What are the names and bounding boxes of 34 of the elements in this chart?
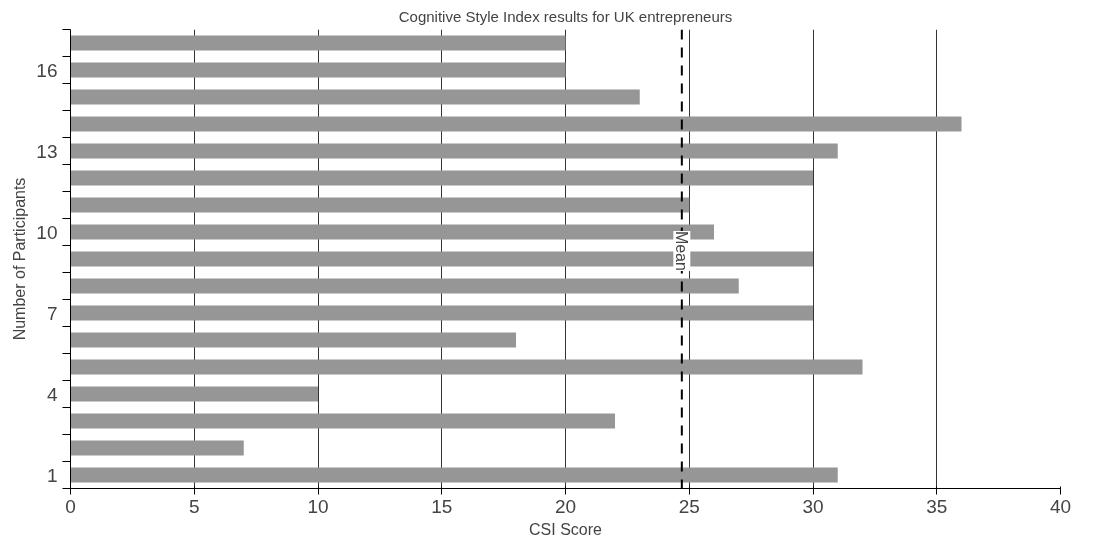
bar [70, 386, 318, 402]
y-tick-label: 7 [46, 302, 58, 324]
x-tick-label: 35 [926, 495, 948, 517]
y-axis-title: Number of Participants [11, 177, 29, 341]
bar [70, 332, 516, 348]
x-tick-label: 10 [307, 495, 329, 517]
bar [70, 35, 566, 51]
x-tick-label: 15 [431, 495, 453, 517]
x-tick-label: 20 [554, 495, 577, 517]
bar [70, 197, 690, 213]
chart-title: Cognitive Style Index results for UK entrepreneurs [398, 7, 733, 25]
bar [70, 359, 863, 375]
y-tick-label: 13 [36, 140, 58, 162]
bar [70, 89, 640, 105]
y-tick-label: 4 [46, 383, 58, 405]
bar [70, 143, 838, 159]
bar [70, 278, 739, 294]
x-tick-label: 25 [678, 495, 700, 517]
bar [70, 413, 615, 429]
x-tick-label: 5 [188, 495, 200, 517]
x-tick-label: 0 [65, 495, 76, 517]
y-tick-label: 10 [36, 221, 58, 243]
bar [70, 62, 566, 78]
bar [70, 440, 244, 456]
x-tick-label: 40 [1049, 495, 1072, 517]
bar [70, 170, 813, 186]
bar [70, 467, 838, 483]
bar [70, 305, 813, 321]
y-tick-label: 1 [46, 464, 58, 486]
x-axis-title: CSI Score [529, 520, 603, 538]
x-tick-label: 30 [802, 495, 824, 517]
bar [70, 116, 962, 132]
ref-line-label: Mean [673, 230, 691, 271]
y-tick-label: 16 [36, 59, 58, 81]
